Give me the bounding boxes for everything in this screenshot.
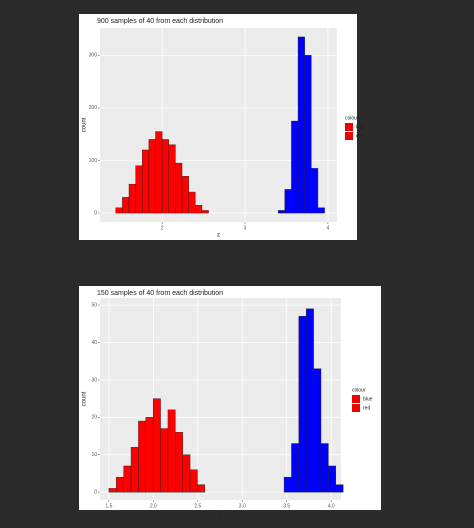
histogram-bar <box>298 316 307 493</box>
histogram-bar <box>115 207 123 214</box>
y-tick-label: 0 <box>94 489 97 495</box>
chart: 150 samples of 40 from each distribution… <box>79 286 381 517</box>
chart-title: 900 samples of 40 from each distribution <box>97 18 223 25</box>
legend-key <box>352 404 360 412</box>
legend-key <box>352 395 360 403</box>
histogram-bar <box>188 191 196 214</box>
y-tick-label: 30 <box>91 377 97 383</box>
histogram-bar <box>148 139 156 214</box>
x-tick-label: 4.0 <box>328 503 335 509</box>
legend-key <box>345 132 353 140</box>
histogram-bar <box>201 210 209 214</box>
y-tick-label: 40 <box>91 340 97 346</box>
histogram-bar <box>142 149 150 214</box>
histogram-bar <box>328 465 336 493</box>
histogram-bar <box>306 308 314 493</box>
histogram-bar <box>122 197 130 214</box>
legend-label: blue <box>363 396 373 402</box>
x-tick-label: 3 <box>244 225 247 231</box>
x-tick-label: 4 <box>326 225 329 231</box>
y-tick-label: 10 <box>91 452 97 458</box>
legend-key <box>345 123 353 131</box>
histogram-bar <box>181 176 189 214</box>
histogram-bar <box>335 484 344 493</box>
histogram-bar <box>189 469 198 493</box>
histogram-bar <box>130 447 139 493</box>
legend-title: colour <box>345 115 359 121</box>
y-tick-label: 100 <box>89 158 98 164</box>
histogram-bar <box>161 139 169 214</box>
histogram-bar <box>297 36 305 214</box>
y-axis-title: count <box>82 391 88 406</box>
histogram-bar <box>277 210 285 214</box>
x-tick-label: 2.5 <box>194 503 201 509</box>
histogram-bar <box>152 398 161 493</box>
legend-label: red <box>363 405 370 411</box>
chart-title: 150 samples of 40 from each distribution <box>97 290 223 297</box>
histogram-bar <box>195 204 203 214</box>
x-axis-title: z <box>217 233 220 239</box>
histogram-bar <box>320 443 329 493</box>
y-tick-label: 200 <box>89 105 98 111</box>
histogram-bar <box>317 207 325 214</box>
histogram-bar <box>138 420 146 493</box>
x-tick-label: 3.0 <box>239 503 246 509</box>
y-tick-label: 50 <box>91 302 97 308</box>
histogram-bar <box>145 417 154 493</box>
histogram-bar <box>284 189 292 214</box>
histogram-bar <box>160 428 169 493</box>
histogram-bar <box>135 165 143 214</box>
histogram-bar <box>168 144 176 214</box>
y-tick-label: 300 <box>89 53 98 59</box>
histogram-bar <box>123 465 132 493</box>
histogram-bar <box>291 443 300 493</box>
x-tick-label: 2.0 <box>150 503 157 509</box>
histogram-bar <box>128 183 136 214</box>
histogram-bar <box>108 488 117 493</box>
y-tick-label: 20 <box>91 415 97 421</box>
histogram-bar <box>182 454 191 493</box>
y-tick-label: 0 <box>94 210 97 216</box>
histogram-bar <box>311 168 319 214</box>
y-axis-title: count <box>82 117 88 132</box>
x-axis-title: z <box>219 511 222 517</box>
histogram-bar <box>155 131 163 214</box>
histogram-bar <box>304 55 312 214</box>
x-tick-label: 1.5 <box>105 503 112 509</box>
histogram-bar <box>291 120 299 214</box>
legend-label: red <box>356 133 363 139</box>
histogram-bar <box>283 476 292 493</box>
chart: 900 samples of 40 from each distribution… <box>79 14 366 240</box>
histogram-bar <box>175 162 183 214</box>
x-tick-label: 2 <box>161 225 164 231</box>
histogram-bar <box>197 484 206 493</box>
legend-label: blue <box>356 124 366 130</box>
histogram-bar <box>175 432 183 493</box>
legend-title: colour <box>352 387 366 393</box>
histogram-bar <box>116 476 124 493</box>
histogram-bar <box>313 368 322 493</box>
histogram-bar <box>167 409 176 493</box>
x-tick-label: 3.5 <box>283 503 290 509</box>
